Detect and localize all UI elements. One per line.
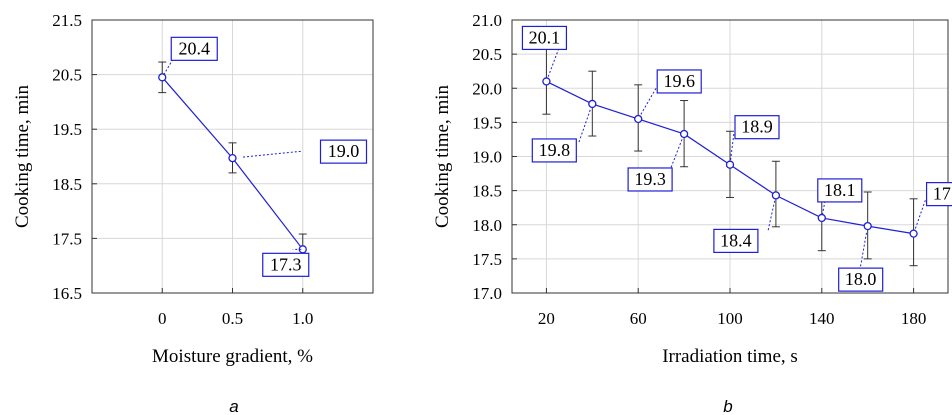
data-label-box (521, 25, 568, 51)
data-label-box (817, 178, 863, 203)
data-point (863, 221, 872, 231)
panel-label: b (723, 397, 732, 415)
label-leader (163, 60, 173, 76)
label-leader (821, 196, 827, 215)
y-axis-label: Cooking time, min (432, 84, 453, 228)
y-tick-label: 21.0 (472, 11, 502, 30)
data-label: 20.1 (529, 27, 561, 47)
y-tick-label: 18.5 (472, 182, 502, 201)
label-leader (242, 150, 303, 158)
x-tick-label: 1.0 (292, 309, 313, 328)
label-leader (859, 232, 867, 272)
x-tick-label: 0 (158, 309, 167, 328)
label-leader (577, 109, 591, 145)
x-tick-label: 180 (901, 309, 927, 328)
y-tick-label: 19.5 (472, 113, 502, 132)
data-point (158, 73, 167, 82)
data-label: 20.4 (179, 38, 211, 58)
data-label: 19.0 (328, 141, 360, 161)
y-tick-label: 19.0 (472, 148, 502, 167)
data-point (228, 153, 237, 163)
y-tick-label: 20.5 (52, 66, 82, 85)
data-label-box (713, 228, 759, 254)
data-label-box (531, 138, 577, 163)
panel-label: a (229, 397, 238, 415)
data-label-box (925, 182, 952, 207)
y-tick-label: 18.5 (52, 175, 82, 194)
data-label: 17.9 (933, 184, 952, 204)
x-axis-label: Irradiation time, s (662, 346, 798, 367)
data-label-box (838, 267, 884, 292)
label-leader (767, 200, 776, 232)
data-point (771, 191, 781, 200)
x-axis-label: Moisture gradient, % (152, 346, 313, 367)
data-point (634, 114, 643, 124)
y-tick-label: 20.0 (472, 79, 502, 98)
x-tick-label: 20 (538, 309, 555, 328)
y-tick-label: 18.0 (472, 216, 502, 235)
label-leader (640, 87, 657, 115)
data-point (679, 129, 689, 139)
data-label: 18.9 (741, 117, 773, 137)
data-point (588, 99, 597, 109)
x-tick-label: 0.5 (222, 309, 243, 328)
data-label-box (656, 69, 702, 94)
data-label-box (627, 167, 673, 192)
label-leader (669, 139, 683, 171)
label-leader (730, 132, 735, 160)
label-leader (547, 49, 559, 77)
y-tick-label: 17.5 (472, 250, 502, 269)
label-leader (914, 199, 927, 229)
chart-b: 20 60 100 140 180 17.0 17.5 18.0 18.5 19.0 19.5 20.… (432, 11, 952, 415)
y-axis-label: Cooking time, min (12, 84, 33, 228)
y-tick-label: 19.5 (52, 120, 82, 139)
y-tick-label: 20.5 (472, 45, 502, 64)
data-label: 17.3 (270, 254, 302, 274)
data-label: 18.0 (845, 269, 877, 289)
data-label-box (734, 115, 780, 140)
data-label: 18.1 (824, 180, 856, 200)
x-tick-label: 60 (630, 309, 647, 328)
y-tick-label: 17.0 (472, 284, 502, 303)
y-tick-label: 21.5 (52, 11, 82, 30)
data-label-box (262, 252, 310, 277)
data-point (817, 213, 826, 223)
data-label: 19.3 (634, 169, 666, 189)
data-label-box (170, 36, 218, 61)
x-tick-label: 100 (717, 309, 743, 328)
data-point (725, 160, 735, 169)
data-label: 19.8 (539, 140, 571, 160)
data-label: 19.6 (663, 71, 695, 91)
data-label: 18.4 (720, 230, 752, 250)
x-tick-label: 140 (809, 309, 835, 328)
data-label-box (319, 139, 368, 164)
y-tick-label: 17.5 (52, 229, 82, 248)
data-point (909, 229, 918, 238)
chart-a: 0 0.5 1.0 16.5 17.5 18.5 19.5 20.5 21.5 Moisture … (12, 11, 374, 415)
data-point (542, 77, 551, 86)
y-tick-label: 16.5 (52, 284, 82, 303)
